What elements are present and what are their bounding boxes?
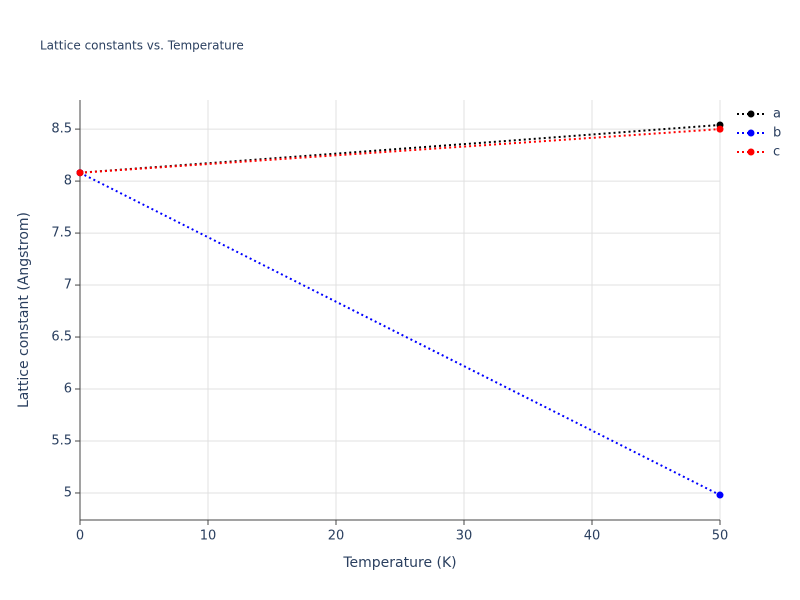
x-tick-label: 40 [584, 529, 601, 544]
legend-label: b [773, 126, 781, 141]
x-tick-label: 20 [328, 529, 345, 544]
legend-marker [747, 148, 755, 156]
y-axis-label: Lattice constant (Angstrom) [16, 212, 32, 408]
data-point [76, 169, 84, 177]
x-tick-label: 50 [712, 529, 729, 544]
y-tick-label: 6.5 [51, 330, 72, 345]
y-tick-label: 8.5 [51, 122, 72, 137]
data-point [716, 125, 724, 133]
x-tick-label: 10 [200, 529, 217, 544]
chart-title: Lattice constants vs. Temperature [40, 39, 244, 53]
y-tick-label: 5.5 [51, 433, 72, 448]
y-tick-label: 7 [64, 278, 72, 293]
y-tick-label: 5 [64, 485, 72, 500]
y-tick-label: 7.5 [51, 226, 72, 241]
legend-label: c [773, 145, 780, 160]
y-tick-label: 8 [64, 174, 72, 189]
series-line [79, 128, 721, 174]
x-axis-label: Temperature (K) [342, 555, 456, 571]
x-tick-label: 0 [76, 529, 84, 544]
x-tick-label: 30 [456, 529, 473, 544]
series-line [79, 171, 721, 496]
legend-marker [747, 110, 755, 118]
legend-label: a [773, 107, 781, 122]
y-tick-label: 6 [64, 382, 72, 397]
data-point [716, 491, 724, 499]
legend-marker [747, 129, 755, 137]
